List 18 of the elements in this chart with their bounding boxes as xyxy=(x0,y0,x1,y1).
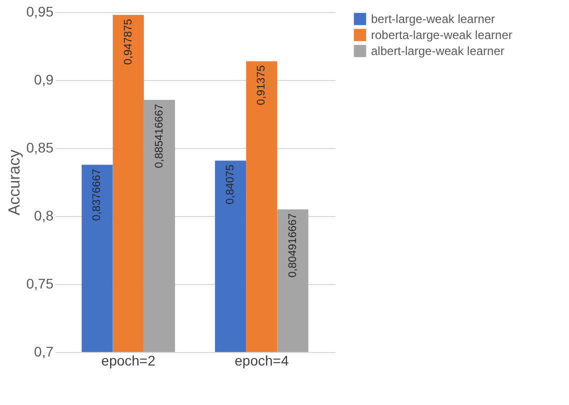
legend-label: roberta-large-weak learner xyxy=(371,28,512,42)
data-label: 0,804916667 xyxy=(286,213,299,278)
data-label: 0,84075 xyxy=(224,164,237,204)
data-label: 0,91375 xyxy=(256,65,268,106)
y-tick-label: 0,85 xyxy=(26,140,54,156)
x-tick-label: epoch=2 xyxy=(101,352,156,368)
y-tick-label: 0,95 xyxy=(26,4,54,20)
y-tick-label: 0,7 xyxy=(34,344,54,360)
legend-label: bert-large-weak learner xyxy=(371,12,496,26)
y-tick-label: 0,8 xyxy=(34,208,54,224)
y-axis-title: Accuracy xyxy=(6,150,24,216)
legend-label: albert-large-weak learner xyxy=(371,44,504,58)
data-label: 0,8376667 xyxy=(91,168,104,221)
x-tick-label: epoch=4 xyxy=(234,352,289,368)
y-tick-label: 0,9 xyxy=(34,72,54,88)
data-label: 0,947875 xyxy=(122,18,134,65)
data-label: 0,885416667 xyxy=(153,104,166,168)
y-tick-label: 0,75 xyxy=(26,276,54,292)
